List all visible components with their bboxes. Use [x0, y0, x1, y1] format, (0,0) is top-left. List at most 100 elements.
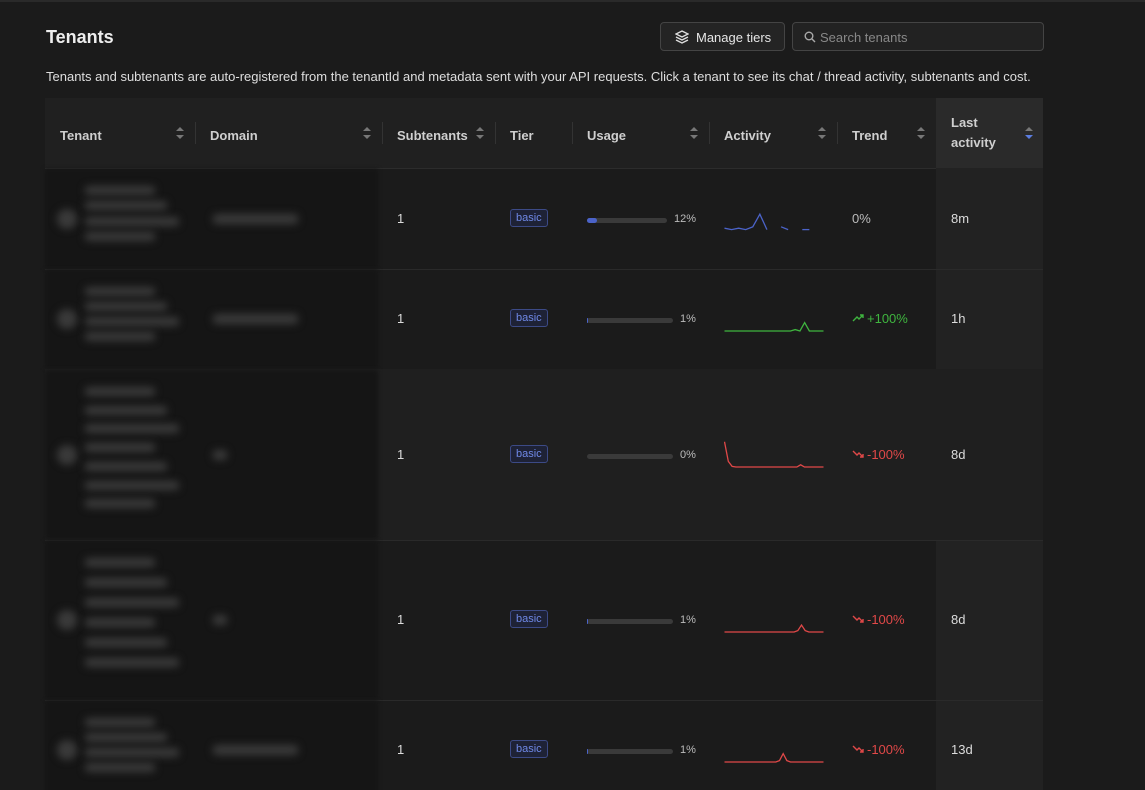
sort-icon[interactable]: [689, 126, 699, 140]
blurred-text: [85, 387, 155, 396]
usage-fill: [587, 749, 588, 754]
trend-value: +100%: [867, 311, 908, 326]
sort-icon[interactable]: [475, 126, 485, 140]
tier-badge: basic: [510, 610, 548, 628]
tier-badge: basic: [510, 740, 548, 758]
subtenant-count: 1: [397, 612, 405, 627]
sort-icon[interactable]: [362, 126, 372, 140]
header-row: [45, 98, 1043, 169]
usage-fill: [587, 619, 588, 624]
last-activity: 8d: [951, 612, 966, 627]
page-title: Tenants: [46, 27, 114, 47]
description: Tenants and subtenants are auto-register…: [46, 69, 1031, 84]
blurred-avatar: [57, 444, 77, 465]
blurred-text: [85, 231, 155, 241]
subtenant-count: 1: [397, 446, 405, 462]
column-header: Domain: [210, 128, 258, 143]
usage-fill: [587, 217, 597, 223]
usage-label: 0%: [680, 448, 696, 461]
blurred-text: [85, 618, 155, 627]
trend-arrow: [852, 450, 864, 458]
blurred-text: [85, 718, 155, 727]
usage-track: [587, 619, 673, 624]
search-input[interactable]: Search tenants: [792, 22, 1044, 51]
column-divider: [382, 122, 383, 144]
blurred-domain: [213, 314, 298, 324]
column-header: Tier: [510, 128, 534, 143]
usage-track: [587, 749, 673, 754]
sort-down: [1025, 135, 1033, 139]
tier-badge: basic: [510, 208, 548, 227]
blurred-text: [85, 317, 179, 326]
blurred-text: [85, 461, 167, 471]
column-divider: [709, 122, 710, 144]
sort-up: [176, 127, 184, 131]
tenant-row[interactable]: [45, 540, 1043, 701]
trend-icon: [852, 745, 864, 753]
blurred-text: [85, 424, 179, 434]
sorted-header: [936, 98, 1043, 168]
last-activity: 8m: [951, 210, 970, 226]
column-header: Usage: [587, 128, 627, 143]
blurred-text: [85, 443, 155, 453]
manage-tiers-button[interactable]: Manage tiers: [660, 22, 785, 51]
trend-value: -100%: [867, 742, 905, 757]
trend-value: 0%: [852, 210, 871, 226]
trend-arrow: [852, 745, 864, 753]
column-header: Last activity: [951, 115, 996, 150]
layers-icon: [675, 30, 689, 44]
sort-icon[interactable]: [175, 126, 185, 140]
column-divider: [195, 122, 196, 144]
activity-line: [724, 441, 824, 468]
sort-icon[interactable]: [817, 126, 827, 140]
last-activity: 13d: [951, 742, 973, 757]
button-label: Manage tiers: [696, 30, 772, 45]
subtenant-count: 1: [397, 311, 405, 326]
blurred-text: [85, 578, 167, 587]
tenant-row[interactable]: [45, 168, 1043, 270]
usage-track: [587, 453, 673, 459]
sort-icon[interactable]: [916, 126, 926, 140]
trend: +100%: [852, 311, 908, 326]
blurred-text: [85, 302, 167, 311]
activity-line: [724, 623, 824, 633]
tenants-table: Tenant Domain Subtenants Tier Usage Activity T…: [45, 98, 1043, 790]
blurred-text: [85, 733, 167, 742]
usage-label: 1%: [680, 614, 696, 626]
blurred-avatar: [57, 309, 77, 329]
usage-label: 1%: [680, 313, 696, 325]
trend: 0%: [852, 211, 871, 226]
blurred-identity: [45, 701, 378, 790]
sort-icon[interactable]: [1024, 126, 1034, 140]
trend-value: -100%: [867, 446, 905, 462]
activity-line: [724, 321, 824, 332]
blurred-avatar: [57, 610, 77, 630]
trend-arrow: [852, 615, 864, 623]
trend-icon: [852, 314, 864, 322]
activity-line: [780, 225, 789, 230]
blurred-text: [85, 499, 155, 509]
usage-track: [587, 318, 673, 323]
blurred-avatar: [57, 208, 77, 229]
sort-down: [690, 135, 698, 139]
tier-badge: basic: [510, 309, 548, 327]
last-activity: 8d: [951, 446, 966, 462]
tier-badge: basic: [510, 444, 548, 463]
sort-down: [476, 135, 484, 139]
search-icon: [804, 31, 816, 43]
blurred-domain: [213, 615, 227, 625]
subtenant-count: 1: [397, 742, 405, 757]
blurred-avatar: [57, 740, 77, 760]
activity-line: [724, 752, 824, 763]
blurred-text: [85, 638, 167, 647]
sort-down: [363, 135, 371, 139]
trend-arrow: [852, 314, 864, 322]
sort-up: [818, 127, 826, 131]
blurred-text: [85, 216, 179, 226]
activity-sparkline: [724, 441, 824, 468]
last-activity: 1h: [951, 311, 966, 326]
blurred-domain: [213, 745, 298, 755]
trend-icon: [852, 450, 864, 458]
usage-fill: [587, 318, 588, 323]
